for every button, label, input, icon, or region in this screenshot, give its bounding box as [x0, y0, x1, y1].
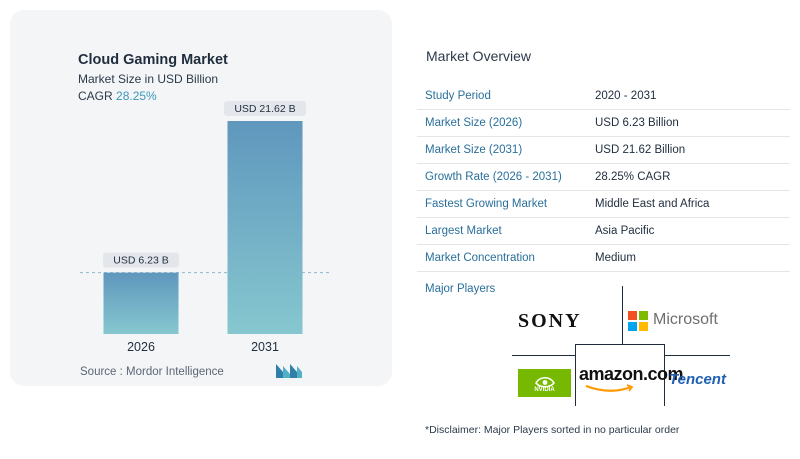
overview-key: Growth Rate (2026 - 2031) — [425, 171, 562, 183]
bar-2031 — [227, 121, 303, 334]
overview-row: Study Period 2020 - 2031 — [417, 83, 790, 110]
nvidia-eye-icon — [535, 376, 555, 388]
logo-divider — [664, 344, 665, 406]
overview-value: Middle East and Africa — [595, 198, 710, 210]
source-note: Source : Mordor Intelligence — [80, 366, 224, 378]
bar-2026 — [103, 272, 179, 334]
x-tick-label: 2026 — [127, 340, 155, 354]
sony-logo: SONY — [518, 310, 582, 332]
overview-key: Fastest Growing Market — [425, 198, 548, 210]
x-tick-label: 2031 — [251, 340, 279, 354]
mordor-logo-icon — [276, 364, 302, 378]
value-label-pill — [103, 252, 179, 268]
overview-table: Study Period 2020 - 2031 Market Size (202… — [417, 83, 790, 272]
tencent-logo: Tencent — [669, 371, 726, 388]
overview-row: Market Concentration Medium — [417, 245, 790, 272]
overview-key: Market Size (2026) — [425, 117, 523, 129]
overview-value: 28.25% CAGR — [595, 171, 671, 183]
nvidia-logo-text: NVIDIA — [534, 387, 555, 393]
major-players-title: Major Players — [425, 283, 496, 295]
value-label-pill — [223, 101, 307, 116]
overview-key: Largest Market — [425, 225, 502, 237]
overview-value: Medium — [595, 252, 636, 264]
logo-divider — [575, 344, 664, 345]
cagr-line: CAGR 28.25% — [78, 89, 157, 103]
overview-row: Market Size (2026) USD 6.23 Billion — [417, 110, 790, 137]
overview-row: Growth Rate (2026 - 2031) 28.25% CAGR — [417, 164, 790, 191]
value-label: USD 21.62 B — [234, 103, 295, 115]
amazon-smile-icon — [585, 384, 634, 392]
overview-value: USD 21.62 Billion — [595, 144, 686, 156]
disclaimer: *Disclaimer: Major Players sorted in no … — [425, 424, 680, 436]
cagr-label: CAGR — [78, 89, 113, 103]
overview-key: Market Concentration — [425, 252, 535, 264]
overview-title: Market Overview — [426, 48, 532, 64]
overview-value: USD 6.23 Billion — [595, 117, 679, 129]
overview-value: 2020 - 2031 — [595, 90, 657, 102]
logo-divider — [512, 355, 575, 356]
overview-value: Asia Pacific — [595, 225, 655, 237]
chart-subtitle: Market Size in USD Billion — [78, 72, 219, 86]
logo-divider — [575, 344, 576, 406]
overview-row: Market Size (2031) USD 21.62 Billion — [417, 137, 790, 164]
overview-key: Market Size (2031) — [425, 144, 523, 156]
microsoft-logo-text: Microsoft — [653, 311, 718, 328]
overview-key: Study Period — [425, 90, 491, 102]
overview-row: Fastest Growing Market Middle East and Af… — [417, 191, 790, 218]
value-label: USD 6.23 B — [113, 255, 168, 267]
bar-chart: USD 6.23 B 2026 USD 21.62 B 2031 — [80, 101, 330, 354]
overview-row: Largest Market Asia Pacific — [417, 218, 790, 245]
cagr-value: 28.25% — [116, 89, 157, 103]
logo-divider — [622, 286, 623, 344]
amazon-logo: amazon.com — [579, 364, 684, 384]
chart-title: Cloud Gaming Market — [78, 52, 228, 68]
nvidia-logo: NVIDIA — [518, 369, 571, 397]
chart-card — [10, 10, 392, 386]
logo-divider — [664, 355, 730, 356]
microsoft-icon — [628, 311, 648, 331]
